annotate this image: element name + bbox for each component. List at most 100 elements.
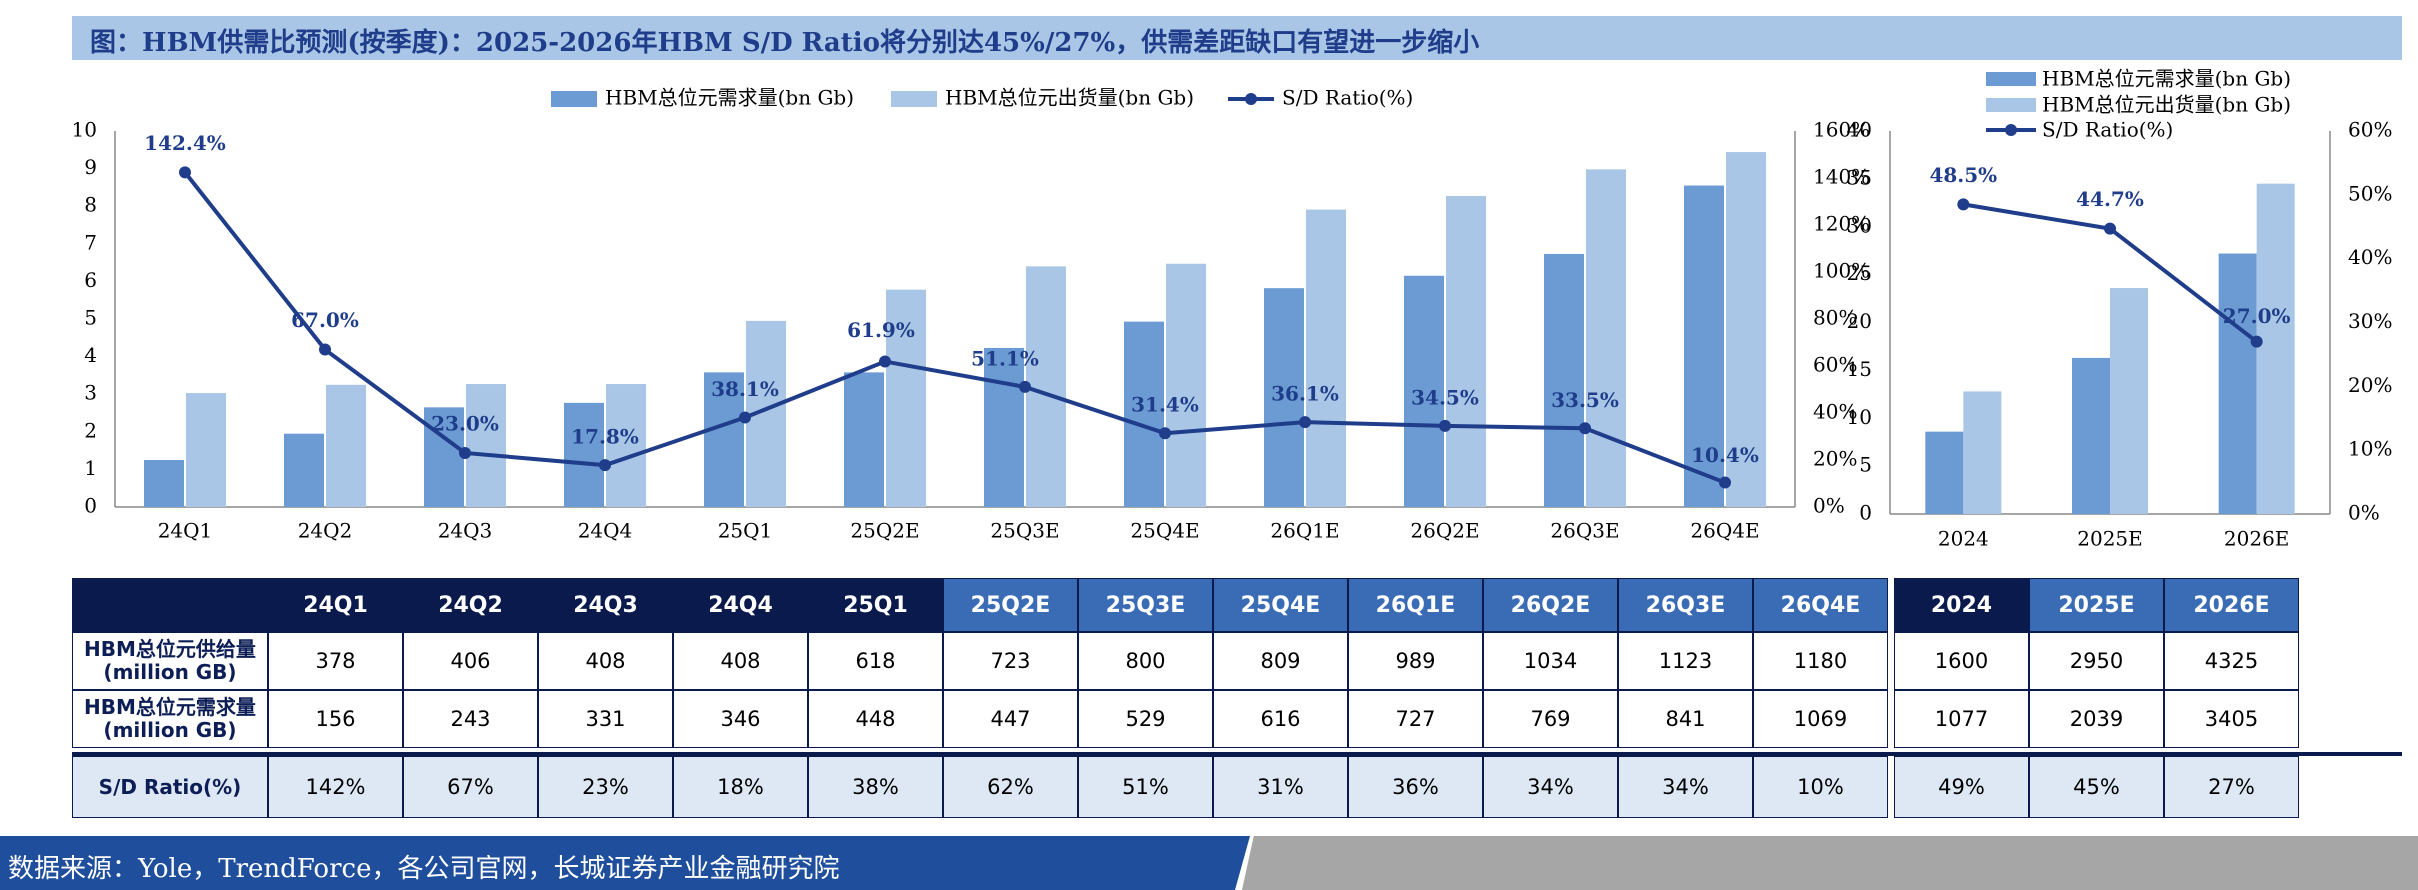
main-y-tick-right: 160%	[1813, 118, 1870, 142]
table-header-cell: 2024	[1894, 578, 2029, 632]
main-bar-demand	[704, 372, 744, 507]
table-cell: 800	[1078, 632, 1213, 690]
main-ratio-point	[1159, 427, 1171, 440]
annual-y-tick-left: 40	[1847, 118, 1872, 142]
annual-legend-ratio-marker	[2005, 124, 2017, 136]
figure-title: 图：HBM供需比预测(按季度)：2025-2026年HBM S/D Ratio将…	[90, 28, 1480, 58]
table-row-label-line: (million GB)	[103, 718, 237, 742]
main-y-tick-left: 6	[84, 268, 97, 292]
table-cell: 408	[673, 632, 808, 690]
main-ratio-point	[1579, 422, 1591, 435]
main-bar-supply	[1726, 152, 1766, 507]
table-cell: 529	[1078, 690, 1213, 748]
main-ratio-point	[1439, 419, 1451, 432]
main-ratio-label: 34.5%	[1411, 385, 1479, 409]
main-ratio-point	[599, 459, 611, 472]
table-cell: 769	[1483, 690, 1618, 748]
main-ratio-point	[1299, 416, 1311, 429]
main-ratio-line	[183, 171, 1726, 485]
data-table: 24Q1 24Q2 24Q3 24Q4 25Q1 25Q2E 25Q3E 25Q4E 26Q1E…	[72, 578, 2402, 818]
main-bar-supply	[1166, 263, 1206, 507]
table-cell: 841	[1618, 690, 1753, 748]
table-cell: 1069	[1753, 690, 1888, 748]
main-x-tick: 25Q2E	[850, 519, 919, 543]
main-y-tick-right: 20%	[1813, 447, 1857, 471]
main-ratio-label: 33.5%	[1551, 388, 1619, 412]
table-header-cell: 25Q4E	[1213, 578, 1348, 632]
table-header-cell: 25Q1	[808, 578, 943, 632]
main-y-tick-left: 3	[84, 381, 97, 405]
table-header-cell: 2026E	[2164, 578, 2299, 632]
main-bar-supply	[1026, 266, 1066, 507]
main-bar-supply	[1446, 196, 1486, 507]
main-ratio-label: 10.4%	[1691, 443, 1759, 467]
main-y-tick-right: 80%	[1813, 306, 1857, 330]
table-cell: 49%	[1894, 756, 2029, 818]
annual-y-tick-right: 20%	[2348, 373, 2392, 397]
annual-ratio-point	[2250, 335, 2263, 348]
table-cell: 34%	[1618, 756, 1753, 818]
main-bar-supply	[886, 289, 926, 507]
main-y-tick-left: 8	[84, 193, 97, 217]
table-cell: 1180	[1753, 632, 1888, 690]
main-x-tick: 24Q4	[578, 519, 633, 543]
main-x-tick: 26Q1E	[1270, 519, 1339, 543]
table-header-cell: 26Q1E	[1348, 578, 1483, 632]
legend-ratio-marker	[1245, 93, 1257, 105]
table-row-label-line: S/D Ratio(%)	[98, 774, 242, 799]
table-cell: 1123	[1618, 632, 1753, 690]
table-row-label: HBM总位元供给量 (million GB)	[72, 632, 268, 690]
main-x-tick: 25Q4E	[1130, 519, 1199, 543]
annual-y-tick-left: 15	[1847, 357, 1872, 381]
table-cell: 4325	[2164, 632, 2299, 690]
table-cell: 27%	[2164, 756, 2299, 818]
table-header-cell: 24Q4	[673, 578, 808, 632]
annual-ratio-label: 27.0%	[2223, 304, 2291, 328]
main-ratio-label: 67.0%	[291, 308, 359, 332]
annual-bar-supply	[2110, 288, 2148, 514]
table-cell: 618	[808, 632, 943, 690]
main-ratio-label: 61.9%	[847, 318, 915, 342]
legend-supply-swatch	[891, 91, 937, 107]
source-note: 数据来源：Yole，TrendForce，各公司官网，长城证券产业金融研究院	[8, 854, 840, 884]
main-bar-supply	[326, 384, 366, 507]
main-x-tick: 26Q2E	[1410, 519, 1479, 543]
annual-ratio-label: 44.7%	[2076, 187, 2144, 211]
annual-y-tick-right: 30%	[2348, 309, 2392, 333]
main-ratio-label: 38.1%	[711, 377, 779, 401]
main-ratio-point	[739, 411, 751, 424]
main-bar-demand	[844, 372, 884, 507]
table-cell: 156	[268, 690, 403, 748]
main-y-tick-left: 0	[84, 494, 97, 518]
main-x-tick: 24Q1	[158, 519, 213, 543]
table-header-cell: 24Q3	[538, 578, 673, 632]
annual-x-tick: 2026E	[2224, 527, 2290, 551]
main-bar-supply	[1306, 209, 1346, 508]
annual-y-tick-left: 35	[1847, 165, 1872, 189]
table-cell: 62%	[943, 756, 1078, 818]
table-cell: 616	[1213, 690, 1348, 748]
main-ratio-point	[319, 343, 331, 356]
table-cell: 408	[538, 632, 673, 690]
table-cell: 1600	[1894, 632, 2029, 690]
table-cell: 243	[403, 690, 538, 748]
table-cell: 346	[673, 690, 808, 748]
table-cell: 2950	[2029, 632, 2164, 690]
table-cell: 38%	[808, 756, 943, 818]
annual-y-tick-left: 30	[1847, 213, 1872, 237]
table-separator	[72, 752, 2402, 756]
main-ratio-label: 142.4%	[144, 131, 226, 155]
annual-y-tick-left: 25	[1847, 261, 1872, 285]
table-cell: 34%	[1483, 756, 1618, 818]
annual-legend-demand-label: HBM总位元需求量(bn Gb)	[2042, 67, 2291, 91]
annual-y-tick-right: 60%	[2348, 118, 2392, 142]
table-row-label: S/D Ratio(%)	[72, 756, 268, 818]
annual-ratio-point	[2104, 222, 2116, 235]
main-ratio-point	[1019, 380, 1031, 393]
main-bar-demand	[984, 347, 1024, 507]
footer-band	[0, 836, 1250, 890]
annual-ratio-point	[1957, 198, 1970, 211]
main-x-tick: 25Q1	[718, 519, 773, 543]
annual-legend-supply-label: HBM总位元出货量(bn Gb)	[2042, 93, 2291, 117]
main-bar-supply	[466, 384, 506, 507]
